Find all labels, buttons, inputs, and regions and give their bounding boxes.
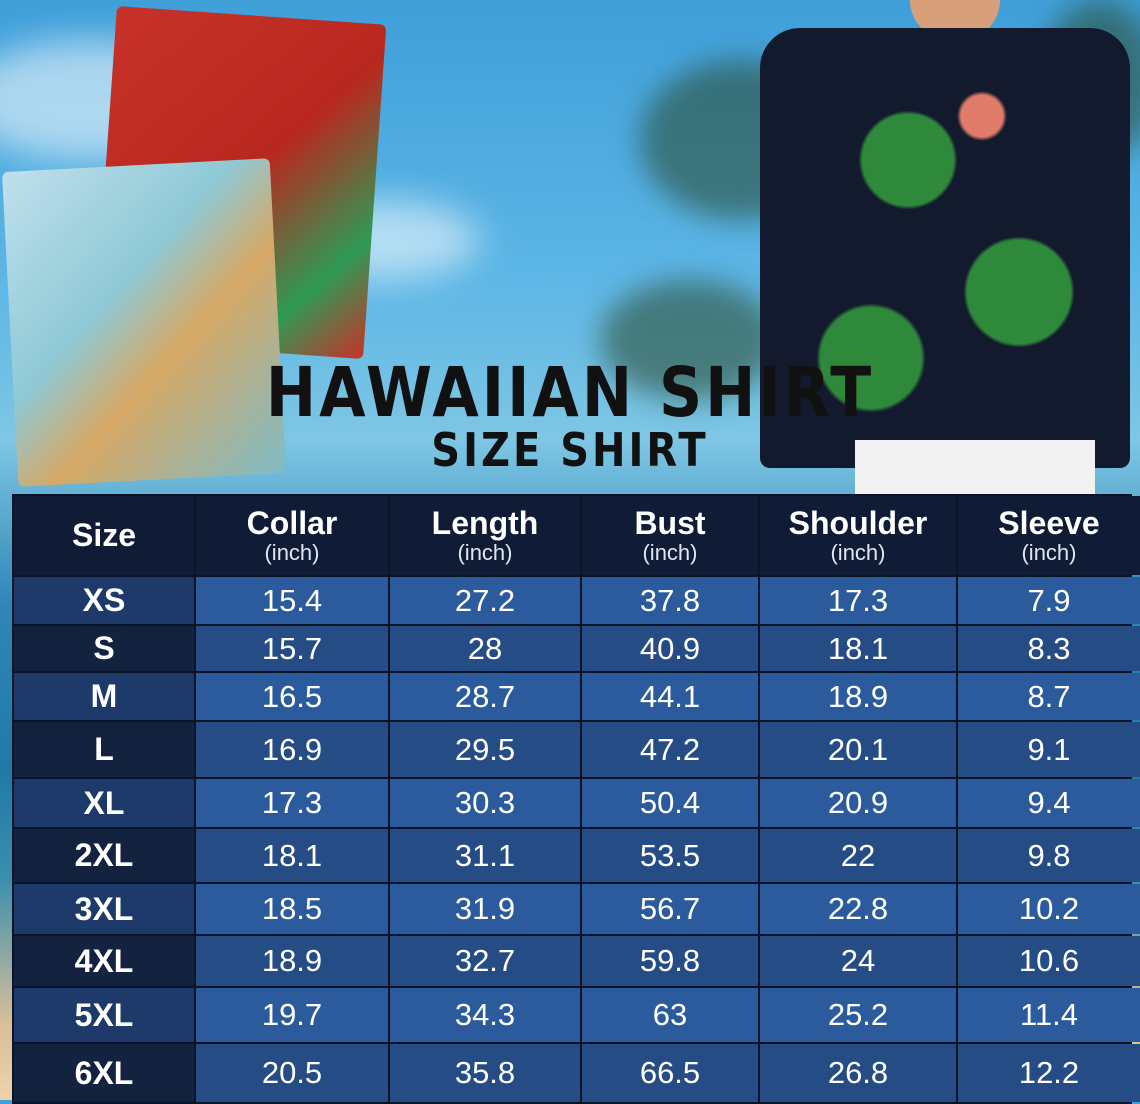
size-label: L (14, 722, 194, 777)
header-sleeve: Sleeve (inch) (958, 496, 1140, 575)
measurement-cell: 9.8 (958, 829, 1140, 882)
measurement-cell: 28 (390, 626, 580, 671)
header-label: Collar (246, 505, 338, 542)
model-shirt-image (760, 28, 1130, 468)
measurement-cell: 16.9 (196, 722, 388, 777)
header-unit: (inch) (1021, 539, 1077, 565)
header-size: Size (14, 496, 194, 575)
header-unit: (inch) (457, 539, 513, 565)
measurement-cell: 28.7 (390, 673, 580, 720)
measurement-cell: 18.9 (760, 673, 956, 720)
measurement-cell: 25.2 (760, 988, 956, 1042)
measurement-cell: 40.9 (582, 626, 758, 671)
header-label: Size (71, 516, 137, 553)
header-shoulder: Shoulder (inch) (760, 496, 956, 575)
measurement-cell: 18.9 (196, 936, 388, 986)
measurement-cell: 20.1 (760, 722, 956, 777)
size-label: 6XL (14, 1044, 194, 1102)
measurement-cell: 22 (760, 829, 956, 882)
size-table: Size Collar (inch) Length (inch) Bust (inch) Sh… (12, 494, 1140, 1104)
size-label: XL (14, 779, 194, 827)
size-label: 2XL (14, 829, 194, 882)
header-length: Length (inch) (390, 496, 580, 575)
page-subtitle: SIZE SHIRT (431, 424, 709, 478)
measurement-cell: 27.2 (390, 577, 580, 624)
measurement-cell: 10.2 (958, 884, 1140, 934)
measurement-cell: 31.9 (390, 884, 580, 934)
size-label: 4XL (14, 936, 194, 986)
size-label: XS (14, 577, 194, 624)
model-pants (855, 440, 1095, 494)
header-unit: (inch) (264, 539, 320, 565)
header-bust: Bust (inch) (582, 496, 758, 575)
measurement-cell: 8.3 (958, 626, 1140, 671)
measurement-cell: 66.5 (582, 1044, 758, 1102)
palm-tree (600, 280, 780, 400)
size-label: 3XL (14, 884, 194, 934)
measurement-cell: 18.5 (196, 884, 388, 934)
measurement-cell: 12.2 (958, 1044, 1140, 1102)
size-label: 5XL (14, 988, 194, 1042)
measurement-cell: 9.4 (958, 779, 1140, 827)
measurement-cell: 10.6 (958, 936, 1140, 986)
measurement-cell: 35.8 (390, 1044, 580, 1102)
measurement-cell: 11.4 (958, 988, 1140, 1042)
measurement-cell: 18.1 (196, 829, 388, 882)
measurement-cell: 20.5 (196, 1044, 388, 1102)
measurement-cell: 20.9 (760, 779, 956, 827)
measurement-cell: 47.2 (582, 722, 758, 777)
measurement-cell: 34.3 (390, 988, 580, 1042)
measurement-cell: 15.4 (196, 577, 388, 624)
page-title: HAWAIIAN SHIRT (265, 352, 875, 434)
header-unit: (inch) (642, 539, 698, 565)
header-label: Shoulder (788, 505, 928, 542)
measurement-cell: 17.3 (760, 577, 956, 624)
measurement-cell: 18.1 (760, 626, 956, 671)
measurement-cell: 56.7 (582, 884, 758, 934)
header-label: Length (431, 505, 539, 542)
measurement-cell: 16.5 (196, 673, 388, 720)
header-label: Sleeve (998, 505, 1100, 542)
measurement-cell: 7.9 (958, 577, 1140, 624)
measurement-cell: 50.4 (582, 779, 758, 827)
measurement-cell: 31.1 (390, 829, 580, 882)
measurement-cell: 9.1 (958, 722, 1140, 777)
measurement-cell: 53.5 (582, 829, 758, 882)
header-label: Bust (634, 505, 706, 542)
measurement-cell: 19.7 (196, 988, 388, 1042)
measurement-cell: 26.8 (760, 1044, 956, 1102)
measurement-cell: 59.8 (582, 936, 758, 986)
measurement-cell: 63 (582, 988, 758, 1042)
measurement-cell: 24 (760, 936, 956, 986)
measurement-cell: 22.8 (760, 884, 956, 934)
measurement-cell: 8.7 (958, 673, 1140, 720)
measurement-cell: 37.8 (582, 577, 758, 624)
measurement-cell: 17.3 (196, 779, 388, 827)
header-unit: (inch) (830, 539, 886, 565)
header-collar: Collar (inch) (196, 496, 388, 575)
size-label: S (14, 626, 194, 671)
measurement-cell: 15.7 (196, 626, 388, 671)
measurement-cell: 32.7 (390, 936, 580, 986)
measurement-cell: 44.1 (582, 673, 758, 720)
size-label: M (14, 673, 194, 720)
measurement-cell: 29.5 (390, 722, 580, 777)
measurement-cell: 30.3 (390, 779, 580, 827)
